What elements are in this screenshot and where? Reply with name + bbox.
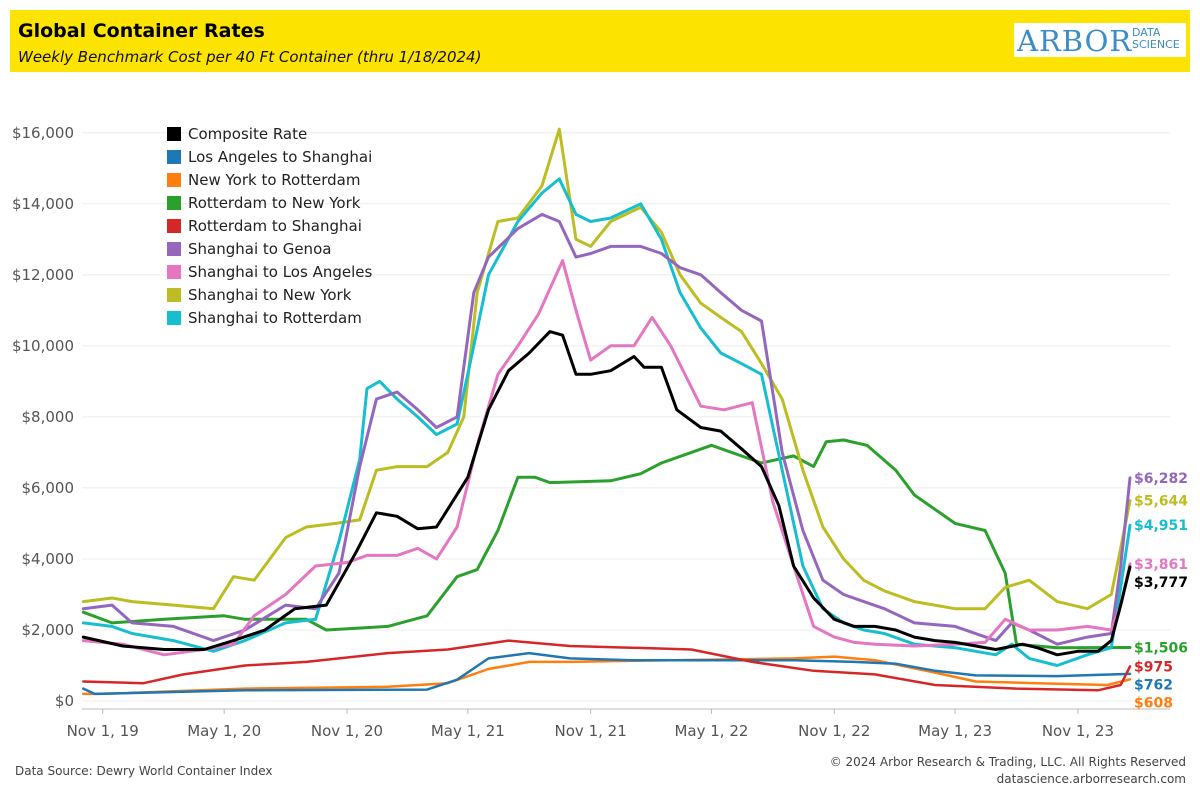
logo-main-text: ARBOR: [1017, 24, 1133, 58]
legend-swatch: [167, 288, 181, 302]
legend-swatch: [167, 311, 181, 325]
legend-label: Shanghai to New York: [188, 286, 352, 304]
legend-label: New York to Rotterdam: [188, 171, 360, 189]
legend-label: Shanghai to Genoa: [188, 240, 331, 258]
logo-sub-text-2: SCIENCE: [1132, 38, 1180, 51]
y-tick-label: $16,000: [12, 124, 74, 142]
y-tick-label: $8,000: [22, 408, 75, 426]
y-tick-label: $12,000: [12, 266, 74, 284]
x-tick-label: May 1, 20: [187, 722, 261, 740]
series-line-los-angeles-to-shanghai: [82, 651, 1132, 696]
series-layer: [81, 127, 1132, 696]
legend-label: Rotterdam to New York: [188, 194, 361, 212]
y-tick-label: $6,000: [22, 479, 75, 497]
x-tick-label: Nov 1, 23: [1042, 722, 1114, 740]
series-line-shanghai-to-rotterdam: [81, 177, 1132, 667]
header-banner: Global Container Rates Weekly Benchmark …: [10, 10, 1190, 72]
y-tick-label: $14,000: [12, 195, 74, 213]
series-line-shanghai-to-new-york: [81, 127, 1132, 611]
x-tick-label: May 1, 22: [674, 722, 748, 740]
legend-swatch: [167, 150, 181, 164]
end-value-label: $3,777: [1134, 575, 1188, 591]
end-value-label: $5,644: [1134, 494, 1188, 510]
legend-label: Composite Rate: [188, 125, 307, 143]
data-source-note: Data Source: Dewry World Container Index: [15, 764, 273, 778]
series-line-rotterdam-to-shanghai: [82, 639, 1132, 692]
end-labels: $6,282 $5,644 $4,951 $3,861 $3,777 $1,506 $975…: [1134, 471, 1188, 711]
legend-swatch: [167, 242, 181, 256]
end-value-label: $762: [1134, 677, 1173, 693]
x-tick-label: May 1, 21: [431, 722, 505, 740]
y-tick-label: $0: [55, 692, 74, 710]
arbor-logo: ARBOR DATA SCIENCE: [1014, 23, 1186, 57]
series-line-composite-rate: [81, 330, 1132, 657]
x-tick-label: Nov 1, 22: [798, 722, 870, 740]
logo-sub-text-1: DATA: [1132, 26, 1161, 39]
legend-swatch: [167, 127, 181, 141]
legend-swatch: [167, 219, 181, 233]
end-value-label: $3,861: [1134, 557, 1188, 573]
x-tick-label: May 1, 23: [918, 722, 992, 740]
series-line-shanghai-to-los-angeles: [81, 259, 1132, 657]
grid-layer: [82, 132, 1170, 702]
legend-swatch: [167, 265, 181, 279]
y-tick-label: $4,000: [22, 550, 75, 568]
x-tick-label: Nov 1, 20: [311, 722, 383, 740]
chart-subtitle: Weekly Benchmark Cost per 40 Ft Containe…: [18, 48, 482, 66]
end-value-label: $4,951: [1134, 518, 1188, 534]
website-link[interactable]: datascience.arborresearch.com: [996, 772, 1186, 786]
end-value-label: $1,506: [1134, 641, 1188, 657]
series-line-shanghai-to-genoa: [81, 212, 1132, 646]
y-tick-label: $10,000: [12, 337, 74, 355]
legend-label: Rotterdam to Shanghai: [188, 217, 362, 235]
legend-label: Los Angeles to Shanghai: [188, 148, 372, 166]
chart-title: Global Container Rates: [18, 20, 265, 42]
legend-label: Shanghai to Los Angeles: [188, 263, 372, 281]
copyright-note: © 2024 Arbor Research & Trading, LLC. Al…: [829, 755, 1186, 769]
end-value-label: $975: [1134, 659, 1173, 675]
legend-swatch: [167, 173, 181, 187]
series-line-rotterdam-to-new-york: [81, 438, 1132, 650]
end-value-label: $608: [1134, 695, 1173, 711]
axis-layer: $0 $2,000 $4,000 $6,000 $8,000 $10,000 $12,000…: [12, 124, 1170, 740]
legend: Composite Rate Los Angeles to Shanghai New…: [167, 125, 372, 327]
legend-label: Shanghai to Rotterdam: [188, 309, 362, 327]
line-chart: $0 $2,000 $4,000 $6,000 $8,000 $10,000 $12,000…: [12, 124, 1188, 740]
end-value-label: $6,282: [1134, 471, 1188, 487]
legend-swatch: [167, 196, 181, 210]
x-tick-label: Nov 1, 21: [555, 722, 627, 740]
x-tick-label: Nov 1, 19: [67, 722, 139, 740]
y-tick-label: $2,000: [22, 621, 75, 639]
